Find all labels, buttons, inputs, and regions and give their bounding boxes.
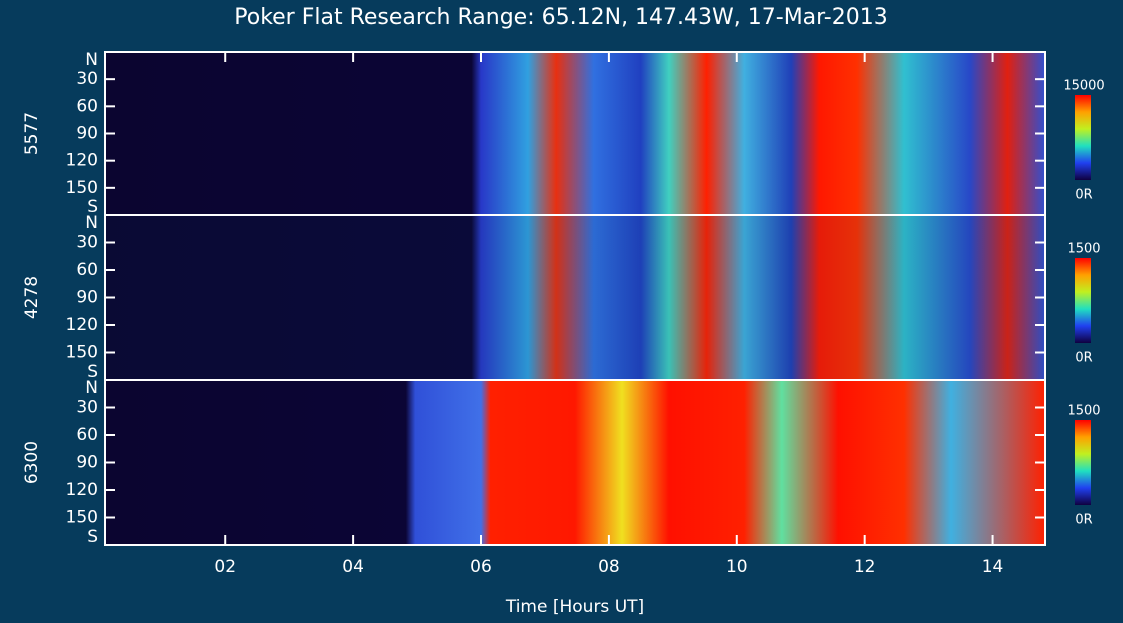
y-tick-label: 30 <box>76 69 98 89</box>
y-tick-label: N <box>85 213 98 233</box>
panel-label: 5577 <box>22 112 42 155</box>
y-tick-label: N <box>85 50 98 70</box>
y-tick-label: 30 <box>76 398 98 418</box>
y-tick-label: 30 <box>76 233 98 253</box>
colorbar-label: 0R <box>1075 513 1092 528</box>
x-tick-label: 08 <box>598 557 620 577</box>
y-tick-label: 120 <box>66 315 98 335</box>
y-tick-label: 90 <box>76 288 98 308</box>
panel-label: 6300 <box>22 441 42 484</box>
panel-label: 4278 <box>22 276 42 319</box>
x-axis-label: Time [Hours UT] <box>505 597 644 617</box>
keogram-image <box>105 215 1045 380</box>
y-tick-label: 60 <box>76 425 98 445</box>
colorbar <box>1075 258 1091 343</box>
x-tick-label: 02 <box>214 557 236 577</box>
colorbar <box>1075 420 1091 505</box>
y-tick-label: 120 <box>66 151 98 171</box>
y-tick-label: S <box>87 197 98 217</box>
y-tick-label: 150 <box>66 343 98 363</box>
colorbar-label: 1500 <box>1067 242 1100 257</box>
y-tick-label: S <box>87 527 98 547</box>
y-tick-label: 90 <box>76 453 98 473</box>
colorbar-label: 15000 <box>1063 79 1104 94</box>
y-tick-label: S <box>87 362 98 382</box>
x-tick-label: 06 <box>470 557 492 577</box>
y-tick-label: 150 <box>66 508 98 528</box>
x-tick-label: 12 <box>854 557 876 577</box>
y-tick-label: 60 <box>76 260 98 280</box>
y-tick-label: 90 <box>76 124 98 144</box>
y-tick-label: N <box>85 378 98 398</box>
keogram-image <box>105 380 1045 545</box>
x-tick-label: 14 <box>982 557 1004 577</box>
colorbar <box>1075 95 1091 180</box>
x-tick-label: 04 <box>342 557 364 577</box>
x-tick-label: 10 <box>726 557 748 577</box>
colorbar-label: 1500 <box>1067 404 1100 419</box>
chart-title: Poker Flat Research Range: 65.12N, 147.4… <box>234 5 887 30</box>
y-tick-label: 60 <box>76 96 98 116</box>
y-tick-label: 150 <box>66 178 98 198</box>
colorbar-label: 0R <box>1075 351 1092 366</box>
y-tick-label: 120 <box>66 480 98 500</box>
colorbar-label: 0R <box>1075 188 1092 203</box>
keogram-image <box>105 52 1045 215</box>
